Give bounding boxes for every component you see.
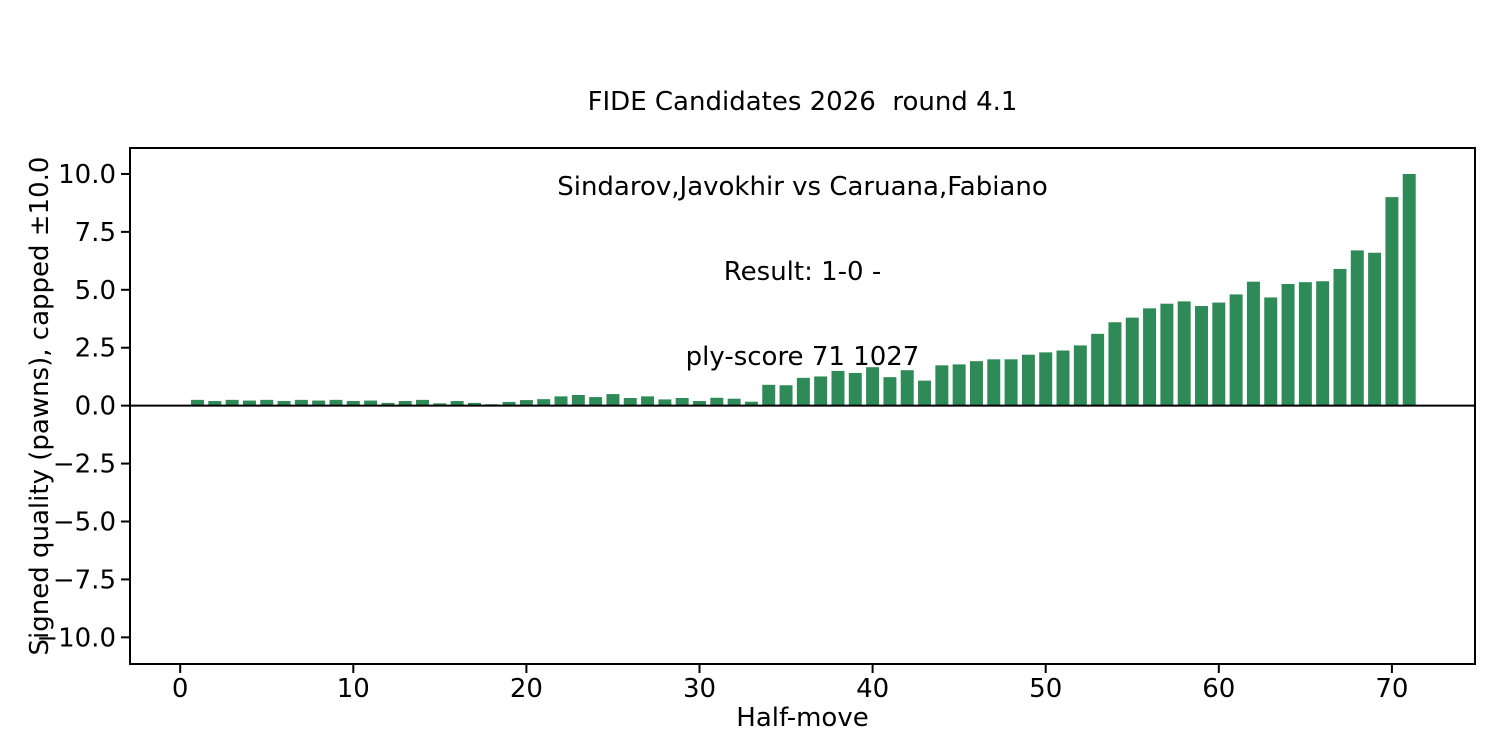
y-tick-label: 5.0 xyxy=(75,276,116,306)
bar xyxy=(1039,352,1053,406)
x-tick-label: 60 xyxy=(1202,674,1235,704)
bar xyxy=(467,402,481,406)
bar xyxy=(589,397,603,406)
title-line-event: FIDE Candidates 2026 round 4.1 xyxy=(587,86,1018,117)
y-tick-label: 7.5 xyxy=(75,218,116,248)
bar xyxy=(1073,345,1087,406)
bar xyxy=(381,402,395,406)
x-tick-label: 0 xyxy=(172,674,189,704)
bar xyxy=(433,403,447,406)
bar xyxy=(658,399,672,406)
y-tick-label: −7.5 xyxy=(53,565,116,595)
bar xyxy=(641,396,655,406)
y-tick-label: 10.0 xyxy=(58,160,116,190)
bar xyxy=(675,398,689,406)
y-tick-label: −10.0 xyxy=(36,623,116,653)
bar xyxy=(1402,173,1416,406)
bar xyxy=(225,399,239,406)
bar xyxy=(364,400,378,406)
x-tick-label: 50 xyxy=(1029,674,1062,704)
x-tick-label: 20 xyxy=(510,674,543,704)
x-tick-label: 10 xyxy=(337,674,370,704)
title-line-result: Result: 1-0 - xyxy=(723,257,882,288)
bar xyxy=(935,365,949,406)
bar xyxy=(727,398,741,406)
bar xyxy=(1298,282,1312,406)
title-line-plyscore: ply-score 71 1027 xyxy=(685,342,920,373)
bar xyxy=(814,376,828,406)
bar xyxy=(1368,252,1382,406)
bar xyxy=(346,401,360,406)
bar xyxy=(277,401,291,406)
bar xyxy=(242,400,256,406)
bar xyxy=(1385,197,1399,406)
bar xyxy=(1091,333,1105,406)
bar xyxy=(329,399,343,406)
bar xyxy=(779,385,793,406)
bar xyxy=(571,394,585,406)
y-tick-label: 0.0 xyxy=(75,392,116,422)
bar xyxy=(969,361,983,406)
bar xyxy=(1004,359,1018,406)
x-axis-label: Half-move xyxy=(736,703,869,733)
x-tick-label: 30 xyxy=(683,674,716,704)
bar xyxy=(191,399,204,406)
bar xyxy=(606,394,620,406)
bar xyxy=(623,398,637,406)
bar xyxy=(208,401,222,406)
chart-title: FIDE Candidates 2026 round 4.1 Sindarov,… xyxy=(130,31,1475,429)
bar xyxy=(1316,281,1330,406)
bar xyxy=(831,370,845,406)
bar xyxy=(866,367,880,406)
bar xyxy=(918,380,932,406)
bar xyxy=(1350,250,1364,406)
bar xyxy=(1264,297,1278,406)
bar xyxy=(1125,317,1139,406)
bar xyxy=(848,372,862,406)
bar xyxy=(952,364,966,406)
bar xyxy=(1021,354,1035,406)
bar xyxy=(260,399,274,406)
bar xyxy=(900,370,914,406)
bar xyxy=(398,401,412,406)
bar xyxy=(987,359,1001,406)
bar xyxy=(519,400,533,406)
title-line-players: Sindarov,Javokhir vs Caruana,Fabiano xyxy=(557,172,1048,203)
x-tick-label: 70 xyxy=(1375,674,1408,704)
y-tick-label: 2.5 xyxy=(75,334,116,364)
bar xyxy=(1246,281,1260,406)
x-tick-label: 40 xyxy=(856,674,889,704)
bar xyxy=(693,401,706,406)
bar xyxy=(762,384,776,406)
bar xyxy=(502,401,516,406)
bar xyxy=(1056,350,1070,406)
bar xyxy=(450,401,464,406)
bar xyxy=(796,377,810,406)
y-axis-label: Signed quality (pawns), capped ±10.0 xyxy=(25,157,55,656)
bar xyxy=(416,399,430,406)
bar xyxy=(1108,322,1122,406)
bar xyxy=(312,400,326,406)
y-tick-label: −2.5 xyxy=(53,450,116,480)
bar xyxy=(1143,308,1157,406)
bar xyxy=(1212,302,1226,406)
bar xyxy=(537,399,551,406)
bar xyxy=(883,377,897,406)
bar xyxy=(554,396,568,406)
bar xyxy=(1195,306,1208,406)
bar xyxy=(1281,284,1295,406)
bar xyxy=(1333,268,1347,406)
bar xyxy=(744,401,758,406)
y-tick-label: −5.0 xyxy=(53,508,116,538)
bar xyxy=(1160,303,1174,406)
bar xyxy=(294,399,308,406)
bar xyxy=(710,397,724,406)
bar xyxy=(1229,294,1243,406)
bar xyxy=(1177,301,1191,406)
